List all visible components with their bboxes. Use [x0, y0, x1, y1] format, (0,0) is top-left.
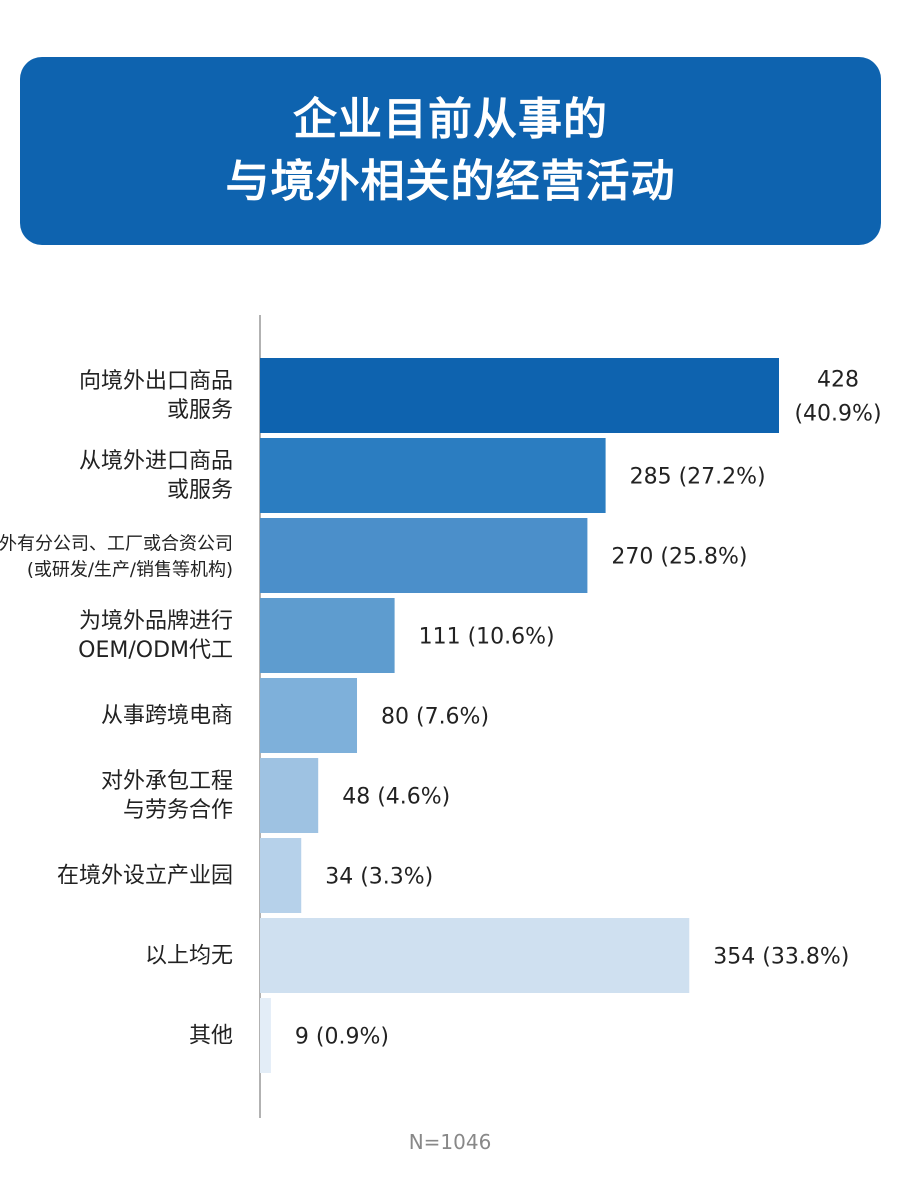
value-label-0: 428 (40.9%)	[794, 368, 881, 427]
bar-3	[260, 598, 395, 673]
category-label-1: 从境外进口商品或服务	[79, 449, 233, 503]
value-label-6: 34 (3.3%)	[325, 865, 433, 890]
category-label-4: 从事跨境电商	[101, 704, 233, 729]
chart-title-box: 企业目前从事的 与境外相关的经营活动	[20, 57, 881, 245]
category-label-3: 为境外品牌进行 OEM/ODM代工	[78, 609, 233, 663]
chart-title-line-1: 企业目前从事的	[293, 94, 608, 145]
bar-6	[260, 838, 302, 913]
bar-8	[260, 998, 271, 1073]
value-label-4: 80 (7.6%)	[381, 705, 489, 730]
category-label-0: 向境外出口商品或服务	[79, 369, 233, 423]
value-label-1: 285 (27.2%)	[630, 465, 766, 490]
category-label-6: 在境外设立产业园	[57, 864, 233, 889]
bar-7	[260, 918, 690, 993]
category-label-8: 其他	[189, 1024, 233, 1049]
bar-0	[260, 358, 779, 433]
value-label-2: 270 (25.8%)	[611, 545, 747, 570]
category-label-2: 在境外有分公司、工厂或合资公司(或研发/生产/销售等机构)	[0, 534, 233, 581]
category-label-5: 对外承包工程与劳务合作	[101, 769, 233, 823]
bar-2	[260, 518, 588, 593]
value-label-5: 48 (4.6%)	[342, 785, 450, 810]
category-label-7: 以上均无	[145, 944, 233, 969]
bar-1	[260, 438, 606, 513]
value-label-7: 354 (33.8%)	[713, 945, 849, 970]
bar-4	[260, 678, 358, 753]
chart-title-line-2: 与境外相关的经营活动	[225, 156, 676, 207]
value-label-8: 9 (0.9%)	[295, 1025, 389, 1050]
sample-size-note: N=1046	[408, 1130, 492, 1154]
bar-5	[260, 758, 319, 833]
value-label-3: 111 (10.6%)	[419, 625, 555, 650]
